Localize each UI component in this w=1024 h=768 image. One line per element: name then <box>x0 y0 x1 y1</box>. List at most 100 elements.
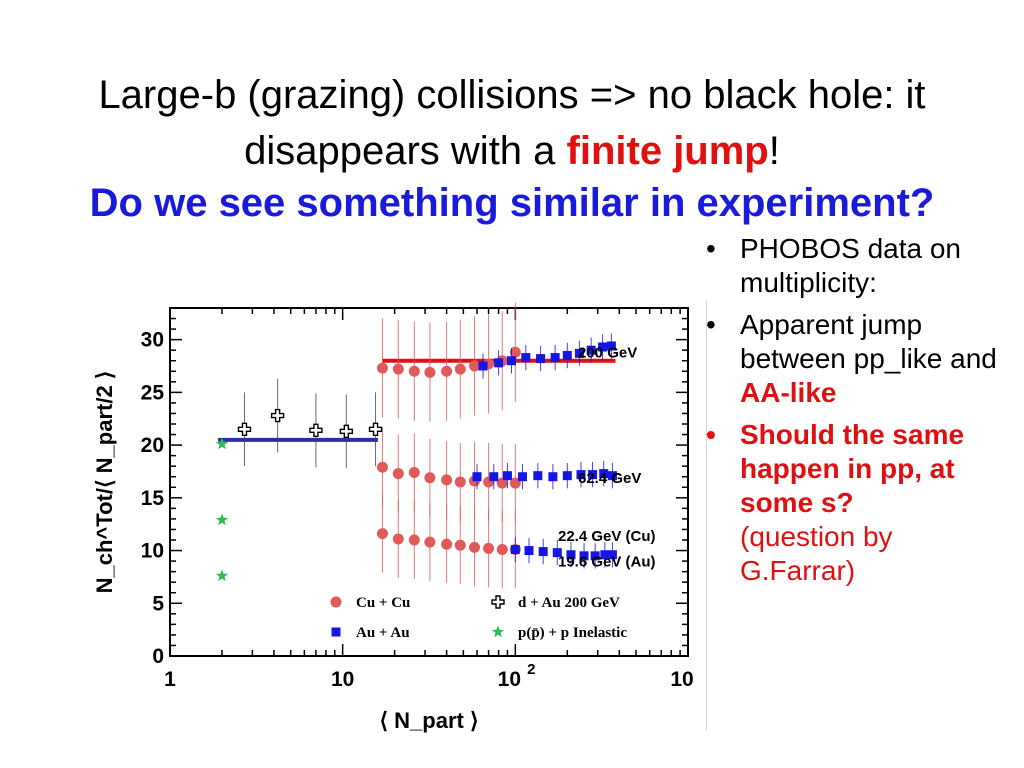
data-point-auau <box>510 544 520 554</box>
y-tick-label: 0 <box>152 645 164 668</box>
data-point-auau <box>576 470 586 480</box>
data-point-auau <box>478 361 488 371</box>
title-line2-post: ! <box>768 129 780 173</box>
legend-label: p(p̄) + p Inelastic <box>518 625 627 641</box>
data-point-auau <box>590 551 600 561</box>
data-point-auau <box>550 353 560 363</box>
bullet-item-1: • PHOBOS data on multiplicity: <box>700 232 1000 300</box>
bullet-item-3: • Should the same happen in pp, at some s… <box>700 418 1000 588</box>
divider-line <box>706 300 707 730</box>
energy-label: 200 GeV <box>578 345 637 362</box>
data-point-dau <box>339 424 354 439</box>
data-point-auau <box>517 472 527 482</box>
data-point-cucu <box>441 365 453 377</box>
data-point-auau <box>606 341 616 351</box>
legend-marker-auau <box>331 627 341 637</box>
y-tick-label: 10 <box>141 540 164 563</box>
energy-label: 22.4 GeV (Cu) <box>558 528 656 545</box>
data-point-cucu <box>376 362 388 374</box>
x-axis-label: ⟨ N_part ⟩ <box>379 708 478 733</box>
energy-label: 62.4 GeV <box>578 470 641 487</box>
data-point-auau <box>552 548 562 558</box>
y-tick-label: 25 <box>141 381 165 404</box>
plot-frame <box>169 307 689 657</box>
title-line2-pre: disappears with a <box>244 129 567 173</box>
y-tick-label: 15 <box>141 487 165 510</box>
data-point-auau <box>472 472 482 482</box>
legend-marker-cucu <box>330 596 342 608</box>
data-point-cucu <box>424 366 436 378</box>
data-point-cucu <box>408 534 420 546</box>
data-point-auau <box>533 471 543 481</box>
data-point-auau <box>562 471 572 481</box>
x-tick-label: 1 <box>164 668 176 691</box>
data-point-auau <box>579 551 589 561</box>
y-tick-label: 20 <box>141 434 164 457</box>
data-point-cucu <box>424 536 436 548</box>
data-point-pp <box>215 513 229 526</box>
data-point-auau <box>598 342 608 352</box>
data-point-auau <box>538 547 548 557</box>
y-tick-label: 30 <box>141 329 164 352</box>
x-tick-label: 10 <box>670 668 693 691</box>
data-point-cucu <box>441 474 453 486</box>
legend-marker-dau <box>491 595 505 609</box>
bullet-note-3: (question by G.Farrar) <box>740 521 893 586</box>
phobos-multiplicity-chart: 051015202530110102103⟨ N_part ⟩N_ch^Tot/… <box>92 302 694 733</box>
data-point-cucu <box>408 365 420 377</box>
data-point-auau <box>599 469 609 479</box>
data-point-cucu <box>424 472 436 484</box>
data-point-cucu <box>376 528 388 540</box>
legend-label: Cu + Cu <box>356 595 410 611</box>
data-point-auau <box>524 546 534 556</box>
data-point-cucu <box>441 538 453 550</box>
data-point-auau <box>607 471 617 481</box>
bullet-text-1: PHOBOS data on multiplicity: <box>740 233 962 298</box>
data-point-auau <box>574 348 584 358</box>
x-tick-label: 10 <box>498 668 521 691</box>
x-tick-label: 10 <box>331 668 354 691</box>
data-point-dau <box>270 408 285 423</box>
x-tick-label-exponent: 2 <box>527 661 535 678</box>
data-point-cucu <box>392 533 404 545</box>
data-point-cucu <box>483 542 495 554</box>
y-tick-label: 5 <box>152 592 164 615</box>
data-point-cucu <box>454 363 466 375</box>
data-point-auau <box>494 358 504 368</box>
data-point-auau <box>562 350 572 360</box>
bullet-text-2-emphasis: AA-like <box>740 377 837 408</box>
data-point-cucu <box>408 467 420 479</box>
energy-label: 19.6 GeV (Au) <box>558 553 656 570</box>
bullet-dot-icon: • <box>706 309 716 340</box>
data-point-cucu <box>509 346 521 358</box>
data-point-cucu <box>454 476 466 488</box>
data-point-dau <box>309 423 323 438</box>
data-point-cucu <box>376 461 388 473</box>
data-point-pp <box>215 569 229 582</box>
data-point-auau <box>521 353 531 363</box>
y-axis-label: N_ch^Tot/⟨ N_part/2 ⟩ <box>92 371 117 594</box>
bullet-dot-icon: • <box>706 233 716 264</box>
data-point-cucu <box>496 477 508 489</box>
data-point-dau <box>237 422 252 436</box>
bullet-text-3: Should the same happen in pp, at some s? <box>740 419 965 518</box>
data-point-auau <box>502 471 512 481</box>
data-point-auau <box>536 354 546 364</box>
data-point-auau <box>600 550 610 560</box>
data-point-cucu <box>496 543 508 555</box>
slide-subtitle: Do we see something similar in experimen… <box>89 181 935 225</box>
data-point-cucu <box>392 468 404 480</box>
data-point-auau <box>566 550 576 560</box>
bullet-list: • PHOBOS data on multiplicity: • Apparent … <box>700 232 1000 596</box>
bullet-text-2: Apparent jump between pp_like and <box>740 309 997 374</box>
legend-label: Au + Au <box>356 625 410 641</box>
data-point-dau <box>368 422 383 436</box>
data-point-auau <box>506 356 516 366</box>
legend-label: d + Au 200 GeV <box>518 595 620 611</box>
slide-title-line2: disappears with a finite jump! <box>0 128 1024 174</box>
slide-title-line1: Large-b (grazing) collisions => no black… <box>98 73 926 117</box>
data-point-cucu <box>454 539 466 551</box>
data-point-auau <box>548 472 558 482</box>
data-point-auau <box>588 470 598 480</box>
data-point-cucu <box>468 541 480 553</box>
